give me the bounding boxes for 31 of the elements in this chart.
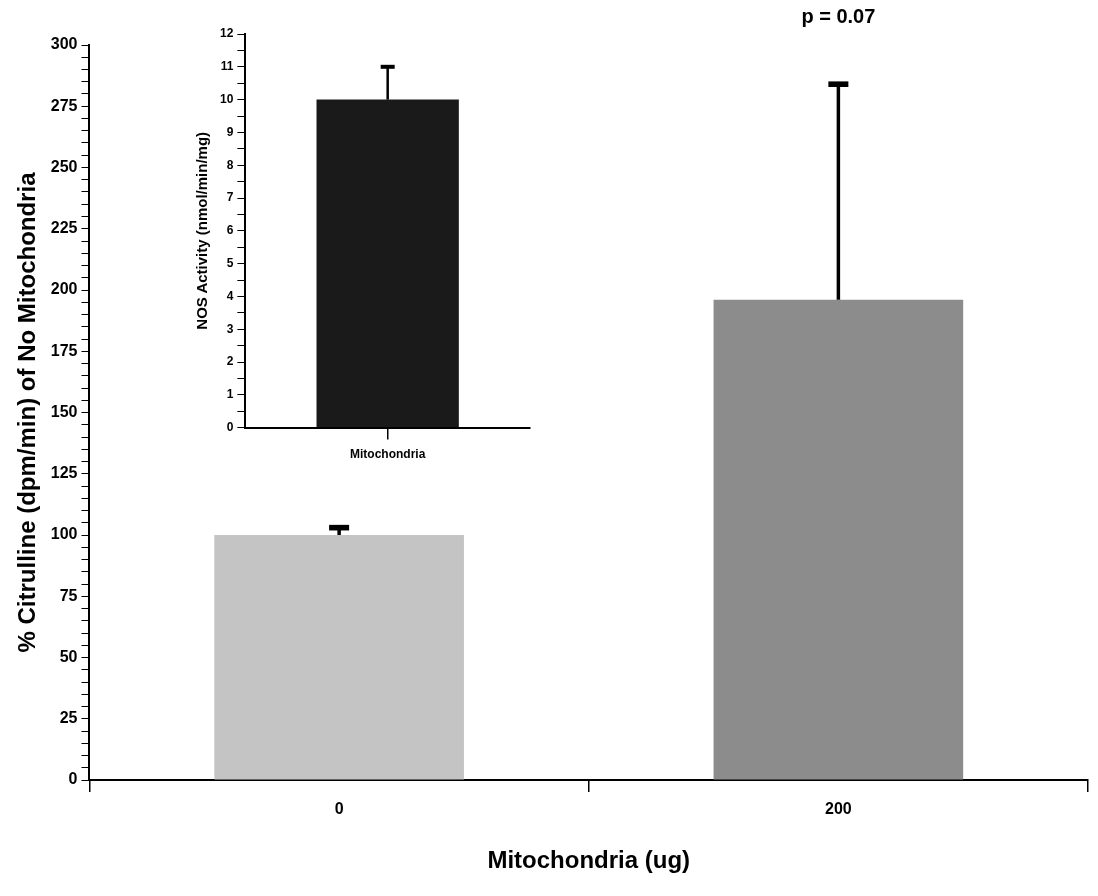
y-tick-label: 0 [68, 770, 78, 788]
y-tick-label: 150 [50, 402, 78, 420]
y-tick-label: 9 [226, 124, 234, 139]
y-tick-label: 250 [50, 157, 78, 175]
y-tick-label: 75 [59, 586, 78, 604]
y-tick-label: 7 [226, 190, 234, 205]
y-tick-label: 175 [50, 341, 78, 359]
x-tick-label: Mitochondria [350, 447, 426, 462]
y-tick-label: 300 [50, 35, 78, 53]
y-axis-title: NOS Activity (nmol/min/mg) [193, 131, 211, 330]
y-tick-label: 0 [226, 419, 234, 434]
y-tick-label: 225 [50, 219, 78, 237]
y-tick-label: 2 [226, 354, 234, 369]
y-tick-label: 11 [220, 59, 234, 74]
y-tick-label: 8 [226, 157, 234, 172]
x-axis-title: Mitochondria (ug) [487, 846, 691, 874]
y-tick-label: 100 [50, 525, 78, 543]
y-tick-label: 3 [226, 321, 234, 336]
y-tick-label: 4 [226, 288, 234, 303]
y-tick-label: 50 [59, 647, 78, 665]
y-tick-label: 125 [50, 464, 78, 482]
y-tick-label: 6 [226, 223, 234, 238]
y-tick-label: 1 [226, 387, 234, 402]
y-tick-label: 12 [219, 26, 234, 41]
y-tick-label: 275 [50, 96, 78, 114]
y-tick-label: 5 [226, 255, 234, 270]
y-tick-label: 200 [50, 280, 78, 298]
text: p = 0.07 [801, 4, 876, 27]
y-tick-label: 10 [219, 91, 234, 106]
y-axis-title: % Citrulline (dpm/min) of No Mitochondria [13, 171, 41, 653]
y-tick-label: 25 [59, 709, 78, 727]
